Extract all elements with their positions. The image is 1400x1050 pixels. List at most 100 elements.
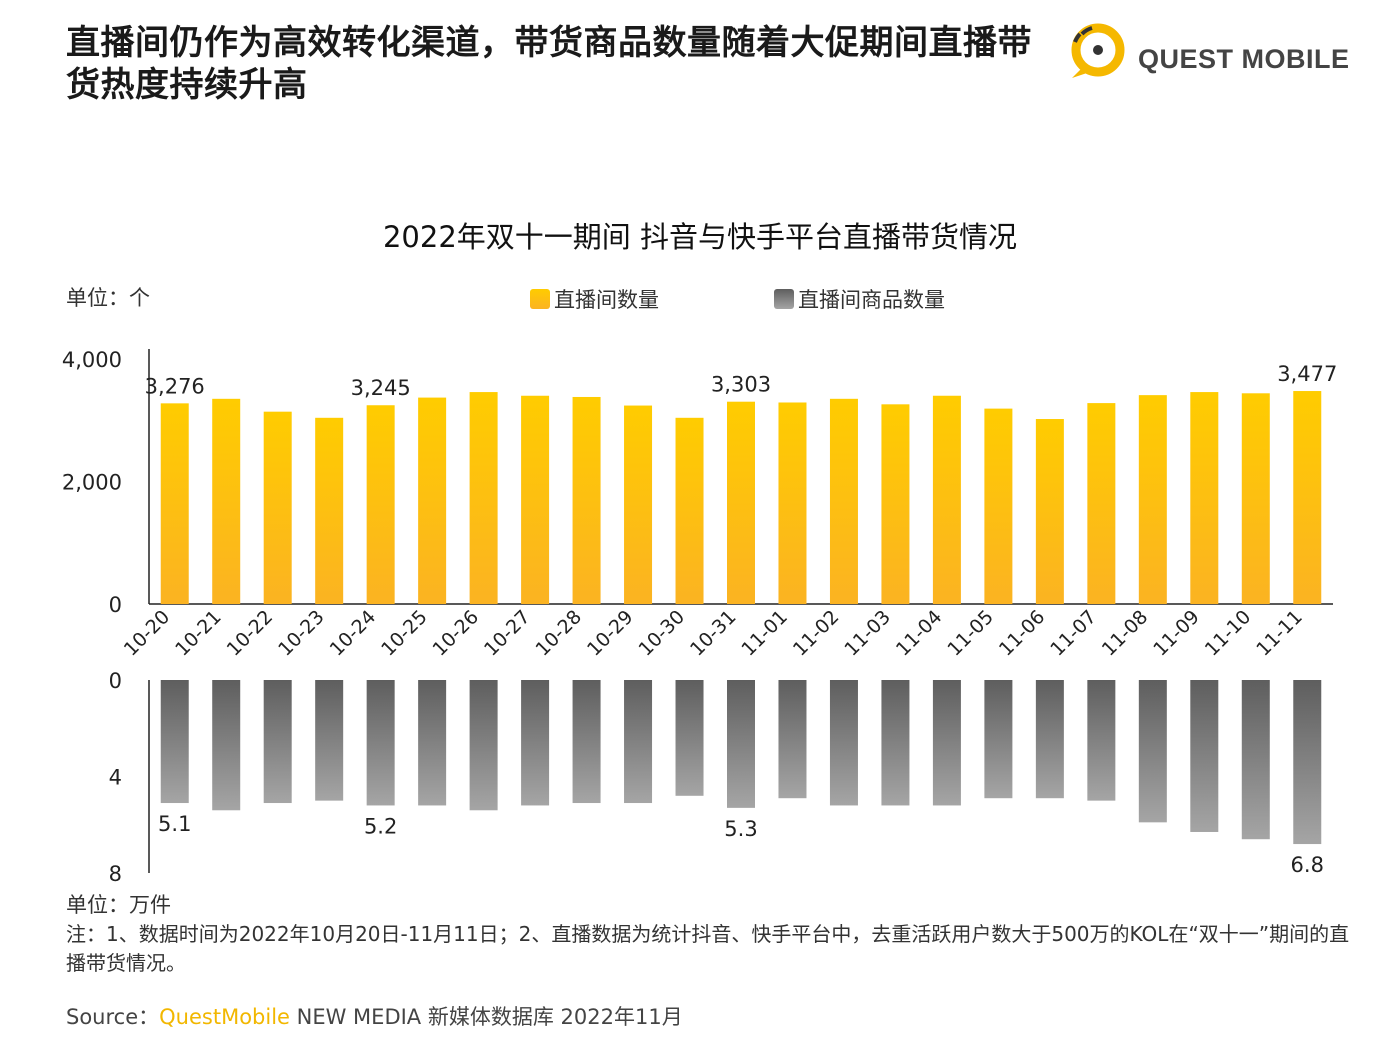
x-tick-label: 11-06 <box>995 606 1050 661</box>
products-bar <box>1241 680 1270 840</box>
products-bar <box>932 680 961 806</box>
products-bar <box>675 680 704 796</box>
legend-label-rooms: 直播间数量 <box>554 288 659 312</box>
products-data-label: 6.8 <box>1291 853 1324 877</box>
x-tick-label: 10-22 <box>223 606 278 661</box>
products-data-label: 5.1 <box>158 812 191 836</box>
x-tick-label: 11-10 <box>1201 606 1256 661</box>
products-bar <box>366 680 395 806</box>
rooms-data-label: 3,477 <box>1277 362 1337 386</box>
questmobile-logo <box>1071 23 1125 78</box>
chart-title: 2022年双十一期间 抖音与快手平台直播带货情况 <box>382 220 1018 254</box>
rooms-bar <box>778 402 807 604</box>
x-tick-label: 10-31 <box>686 606 741 661</box>
products-bar <box>1087 680 1116 801</box>
bottom-y-tick-label: 8 <box>109 862 122 886</box>
rooms-bar <box>521 395 550 604</box>
x-tick-label: 10-21 <box>171 606 226 661</box>
products-bar <box>572 680 601 804</box>
rooms-bar <box>160 403 189 604</box>
legend-swatch-gray <box>774 289 794 309</box>
x-tick-label: 11-05 <box>943 606 998 661</box>
legend-label-products: 直播间商品数量 <box>798 288 945 312</box>
products-bar <box>1035 680 1064 799</box>
x-tick-label: 10-26 <box>429 606 484 661</box>
brand-name: QUEST MOBILE <box>1138 44 1350 74</box>
x-tick-label: 10-24 <box>326 606 381 661</box>
source-brand: QuestMobile <box>159 1005 290 1029</box>
legend-item-rooms: 直播间数量 <box>530 284 659 314</box>
products-bar <box>829 680 858 806</box>
x-tick-label: 11-01 <box>737 606 792 661</box>
x-tick-label: 11-11 <box>1252 606 1307 661</box>
products-data-label: 5.3 <box>724 817 757 841</box>
rooms-bar <box>418 397 447 604</box>
x-tick-label: 11-09 <box>1149 606 1204 661</box>
x-tick-label: 10-28 <box>531 606 586 661</box>
legend-item-products: 直播间商品数量 <box>774 284 945 314</box>
x-tick-label: 10-23 <box>274 606 329 661</box>
products-bar <box>1190 680 1219 832</box>
rooms-bar <box>572 396 601 604</box>
rooms-data-label: 3,303 <box>711 373 771 397</box>
x-tick-label: 10-29 <box>583 606 638 661</box>
footnote: 注：1、数据时间为2022年10月20日-11月11日；2、直播数据为统计抖音、… <box>66 922 1350 975</box>
rooms-bar <box>366 405 395 604</box>
source-prefix: Source： <box>66 1005 160 1029</box>
x-tick-label: 11-02 <box>789 606 844 661</box>
page-headline: 直播间仍作为高效转化渠道，带货商品数量随着大促期间直播带货热度持续升高 <box>66 23 1032 105</box>
x-tick-label: 11-08 <box>1098 606 1153 661</box>
x-tick-label: 11-04 <box>892 606 947 661</box>
x-tick-label: 10-30 <box>634 606 689 661</box>
source-suffix: NEW MEDIA 新媒体数据库 2022年11月 <box>289 1005 683 1029</box>
rooms-bar <box>212 398 241 604</box>
x-tick-label: 11-07 <box>1046 606 1101 661</box>
rooms-bar <box>1087 403 1116 604</box>
products-bar <box>418 680 447 806</box>
products-bar <box>263 680 292 804</box>
rooms-bar <box>469 392 498 604</box>
products-bar <box>624 680 653 804</box>
rooms-bar <box>984 408 1013 604</box>
rooms-bar <box>1138 395 1167 604</box>
x-tick-label: 10-20 <box>120 606 175 661</box>
products-bar <box>984 680 1013 799</box>
products-bar <box>521 680 550 806</box>
products-bar <box>881 680 910 806</box>
rooms-bar <box>624 405 653 604</box>
products-bar <box>315 680 344 801</box>
rooms-bar <box>1293 391 1322 604</box>
rooms-bar <box>675 417 704 604</box>
x-tick-label: 10-27 <box>480 606 535 661</box>
top-y-tick-label: 0 <box>109 593 122 617</box>
products-bar <box>1293 680 1322 845</box>
x-tick-label: 10-25 <box>377 606 432 661</box>
rooms-bar <box>881 404 910 604</box>
rooms-bar <box>315 417 344 604</box>
products-bar <box>727 680 755 808</box>
products-bar <box>212 680 241 811</box>
rooms-data-label: 3,276 <box>145 374 205 398</box>
unit-label-top: 单位：个 <box>66 286 150 310</box>
products-bar <box>778 680 807 799</box>
legend-swatch-yellow <box>530 289 550 309</box>
logo-ring-icon <box>1071 23 1125 77</box>
rooms-bar <box>1241 393 1270 604</box>
rooms-bar <box>263 411 292 604</box>
x-tick-label: 11-03 <box>840 606 895 661</box>
top-y-tick-label: 4,000 <box>62 348 122 372</box>
source-line: Source：QuestMobile NEW MEDIA 新媒体数据库 2022… <box>66 1001 683 1031</box>
products-bar <box>160 680 189 804</box>
top-y-tick-label: 2,000 <box>62 471 122 495</box>
products-data-label: 5.2 <box>364 814 397 838</box>
rooms-bar <box>727 401 755 604</box>
products-bar <box>469 680 498 811</box>
rooms-data-label: 3,245 <box>351 376 411 400</box>
rooms-bar <box>1190 392 1219 604</box>
bottom-y-tick-label: 0 <box>109 669 122 693</box>
bottom-y-tick-label: 4 <box>109 766 122 790</box>
products-bar <box>1138 680 1167 823</box>
rooms-bar <box>1035 419 1064 604</box>
rooms-bar <box>932 395 961 604</box>
